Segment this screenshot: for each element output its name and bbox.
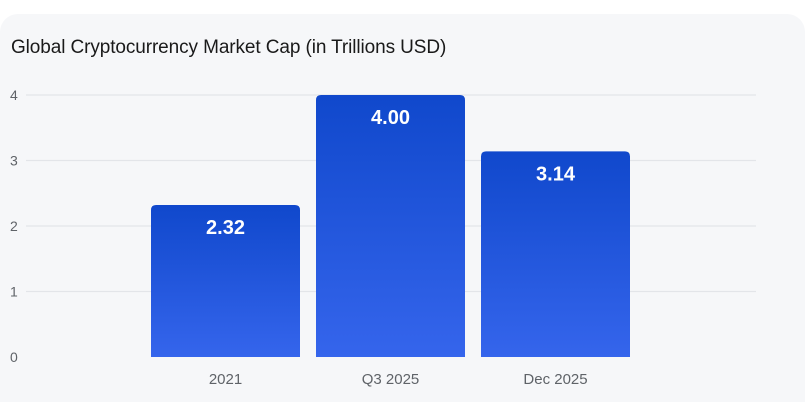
- bar-q3-2025: [316, 95, 465, 357]
- data-label: 2.32: [206, 217, 245, 239]
- x-axis-ticks: 2021 Q3 2025 Dec 2025: [209, 371, 588, 388]
- y-tick-label: 4: [10, 87, 18, 103]
- chart-title: Global Cryptocurrency Market Cap (in Tri…: [11, 37, 447, 58]
- y-tick-label: 1: [10, 284, 18, 300]
- y-tick-label: 2: [10, 218, 18, 234]
- bar-dec-2025: [481, 151, 630, 357]
- y-axis-ticks: 0 1 2 3 4: [10, 87, 18, 365]
- y-tick-label: 3: [10, 153, 18, 169]
- bar-2021: [151, 205, 300, 357]
- x-tick-label: Q3 2025: [362, 371, 420, 388]
- x-tick-label: 2021: [209, 371, 242, 388]
- x-tick-label: Dec 2025: [523, 371, 587, 388]
- bars: 2.32 4.00 3.14: [151, 95, 630, 357]
- data-label: 3.14: [536, 163, 576, 185]
- y-tick-label: 0: [10, 349, 18, 365]
- data-label: 4.00: [371, 107, 410, 129]
